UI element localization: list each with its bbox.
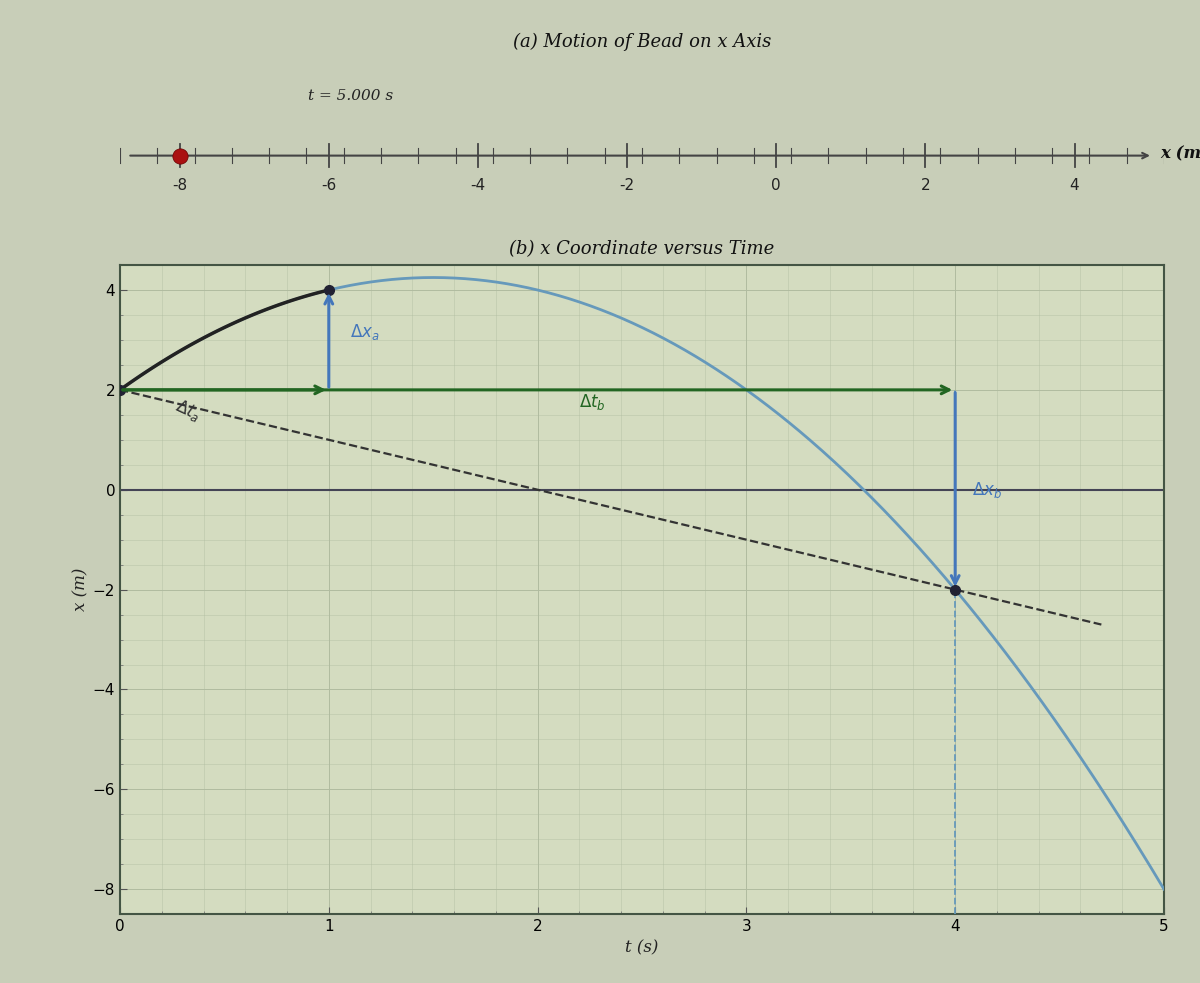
Text: $\Delta x_a$: $\Delta x_a$ — [349, 322, 379, 342]
Title: (b) x Coordinate versus Time: (b) x Coordinate versus Time — [509, 240, 775, 258]
Text: 2: 2 — [920, 178, 930, 193]
Text: $\Delta t_b$: $\Delta t_b$ — [580, 392, 606, 412]
Text: $\Delta t_a$: $\Delta t_a$ — [173, 395, 204, 425]
Text: -4: -4 — [470, 178, 486, 193]
Text: -8: -8 — [172, 178, 187, 193]
Text: x (m): x (m) — [1160, 145, 1200, 162]
Y-axis label: x (m): x (m) — [73, 568, 90, 611]
Text: t = 5.000 s: t = 5.000 s — [308, 88, 394, 103]
X-axis label: t (s): t (s) — [625, 940, 659, 956]
Text: (a) Motion of Bead on x Axis: (a) Motion of Bead on x Axis — [512, 33, 772, 51]
Text: 0: 0 — [772, 178, 781, 193]
Text: $\Delta x_b$: $\Delta x_b$ — [972, 480, 1002, 499]
Text: -2: -2 — [619, 178, 635, 193]
Text: 4: 4 — [1069, 178, 1079, 193]
Text: -6: -6 — [322, 178, 336, 193]
